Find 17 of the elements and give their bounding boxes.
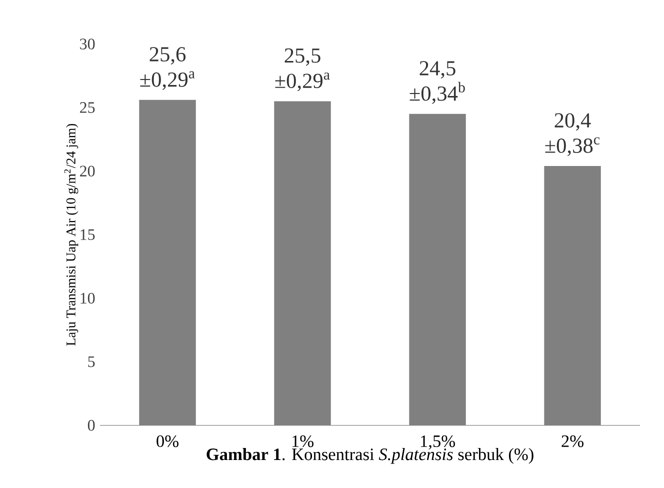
- x-tick-label: 2%: [562, 435, 584, 448]
- y-tick-label: 25: [80, 102, 95, 113]
- y-axis-title: Laju Transmisi Uap Air (10 g/m$^{2}$/24 jam): [64, 124, 78, 346]
- data-label: 25,5 ±0,29$^{a}$: [275, 48, 330, 92]
- y-tick-label: 20: [80, 166, 95, 177]
- data-label: 24,5 ±0,34$^{b}$: [410, 61, 465, 104]
- y-tick-label: 15: [80, 229, 95, 240]
- y-tick-label: 30: [80, 38, 95, 50]
- y-tick-label: 5: [88, 356, 95, 368]
- x-tick-label: 0%: [156, 435, 178, 448]
- data-label: 25,6 ±0,29$^{a}$: [140, 47, 195, 90]
- y-tick-label: 0: [88, 420, 95, 431]
- x-tick-label: 1%: [292, 435, 314, 448]
- x-axis-title: Gambar 1. Konsentrasi S.platensis serbuk (%): [206, 448, 534, 464]
- data-label: 20,4 ±0,38$^{c}$: [545, 113, 600, 156]
- x-tick-label: 1,5%: [420, 435, 455, 450]
- y-tick-label: 10: [80, 292, 95, 304]
